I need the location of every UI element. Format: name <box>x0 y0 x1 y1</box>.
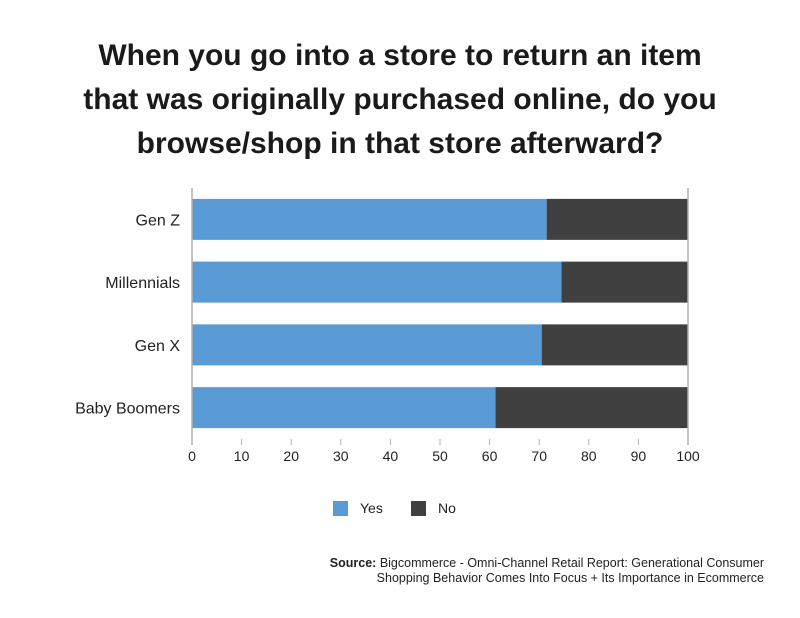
category-label: Gen Z <box>136 212 181 229</box>
bar-no-millennials <box>561 261 688 303</box>
legend: Yes No <box>333 500 456 516</box>
x-tick-label: 80 <box>581 448 597 464</box>
legend-label-no: No <box>438 500 456 516</box>
legend-label-yes: Yes <box>360 500 383 516</box>
x-tick-label: 100 <box>676 448 700 464</box>
chart-title-line: When you go into a store to return an it… <box>98 39 702 72</box>
category-label: Baby Boomers <box>75 401 180 418</box>
x-tick-label: 40 <box>383 448 399 464</box>
chart-title-line: that was originally purchased online, do… <box>83 83 717 116</box>
bar-yes-millennials <box>192 261 562 303</box>
chart-title-line: browse/shop in that store afterward? <box>136 127 664 160</box>
x-tick-label: 90 <box>631 448 647 464</box>
x-tick-label: 70 <box>531 448 547 464</box>
bar-no-baby-boomers <box>495 387 688 429</box>
category-label: Gen X <box>135 338 181 355</box>
legend-swatch-no <box>411 501 426 516</box>
source-text-line1: Bigcommerce - Omni-Channel Retail Report… <box>379 556 764 570</box>
bars-group <box>192 198 688 429</box>
x-tick-label: 10 <box>234 448 250 464</box>
x-tick-label: 60 <box>482 448 498 464</box>
legend-swatch-yes <box>333 501 348 516</box>
category-label: Millennials <box>105 275 180 292</box>
bar-no-gen-x <box>541 324 688 366</box>
chart-title: When you go into a store to return an it… <box>20 34 780 166</box>
bar-yes-baby-boomers <box>192 387 496 429</box>
source-label: Source: <box>329 556 377 570</box>
bar-yes-gen-z <box>192 198 547 240</box>
bar-yes-gen-x <box>192 324 542 366</box>
x-tick-label: 20 <box>283 448 299 464</box>
x-tick-label: 30 <box>333 448 349 464</box>
bar-no-gen-z <box>546 198 688 240</box>
source-text-line2: Shopping Behavior Comes Into Focus + Its… <box>376 571 764 585</box>
x-tick-label: 50 <box>432 448 448 464</box>
axes-group: Gen Z Millennials Gen X Baby Boomers 0 10 20 30… <box>75 188 700 464</box>
x-tick-label: 0 <box>188 448 196 464</box>
source-note: Source: Bigcommerce - Omni-Channel Retai… <box>164 556 764 586</box>
